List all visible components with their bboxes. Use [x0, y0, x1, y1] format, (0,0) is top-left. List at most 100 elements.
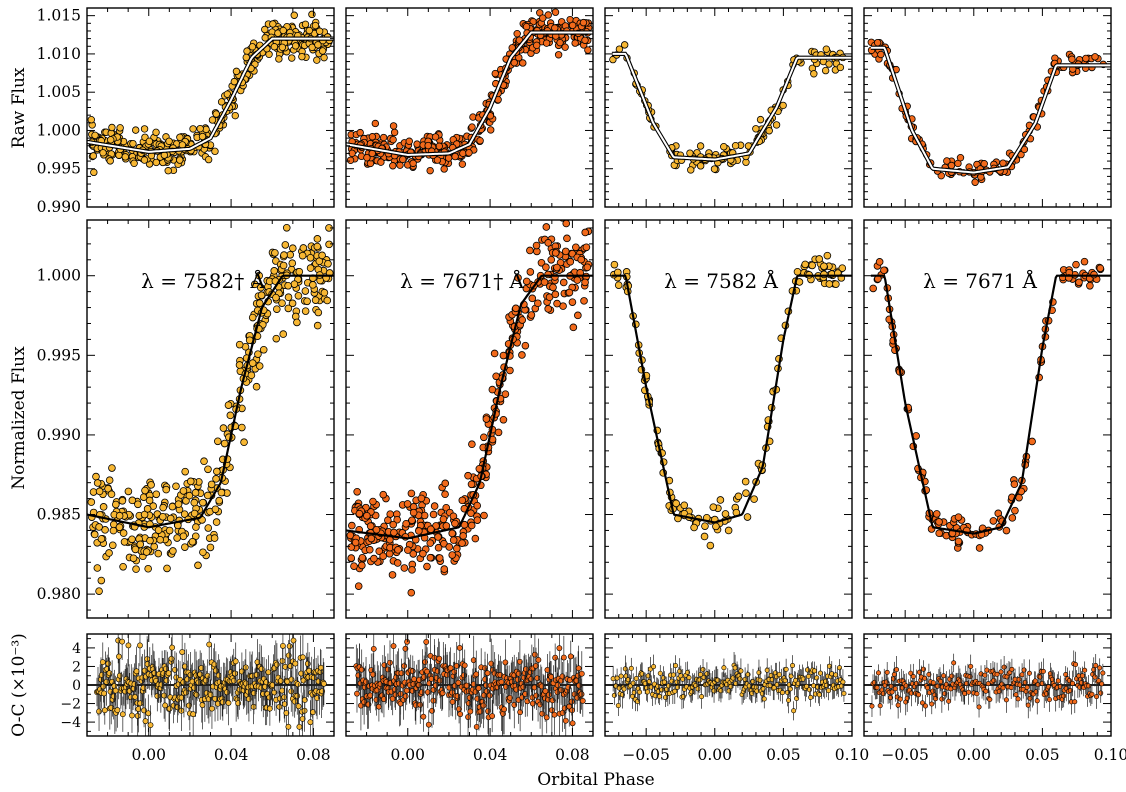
residual-point — [199, 702, 206, 708]
residual-point — [556, 645, 563, 652]
residual-point — [285, 652, 292, 659]
plot-area — [346, 634, 593, 736]
residual-point — [661, 679, 667, 685]
panel-oc-2: 0.00 0.04 0.08 — [345, 633, 594, 764]
data-point — [441, 479, 450, 488]
data-point — [1010, 480, 1019, 489]
data-point — [145, 496, 154, 505]
residual-point — [841, 690, 847, 696]
residual-point — [787, 686, 793, 692]
data-point — [700, 532, 709, 541]
residual-point — [514, 676, 521, 683]
data-point — [569, 323, 578, 332]
data-point — [975, 544, 984, 552]
data-point — [208, 116, 217, 124]
plot-area — [87, 10, 334, 177]
data-point — [370, 554, 378, 563]
data-point — [174, 500, 183, 508]
residual-point — [390, 643, 397, 649]
residual-point — [737, 676, 743, 682]
data-point — [152, 158, 160, 167]
data-point — [261, 25, 269, 34]
data-point — [118, 496, 127, 505]
data-point — [610, 260, 619, 269]
data-point — [272, 293, 280, 302]
data-point — [212, 475, 220, 483]
residual-point — [892, 686, 898, 692]
data-point — [956, 153, 965, 162]
residual-point — [618, 673, 624, 679]
residual-point — [279, 658, 286, 664]
data-point — [354, 582, 363, 590]
data-point — [207, 480, 216, 489]
data-point — [551, 290, 560, 299]
data-point — [407, 588, 416, 597]
data-point — [522, 22, 531, 31]
data-point — [542, 263, 550, 271]
residual-point — [637, 689, 643, 695]
data-point — [108, 541, 117, 550]
residual-point — [704, 671, 710, 677]
residual-point — [645, 689, 651, 695]
residual-point — [826, 688, 832, 694]
model-curve — [346, 274, 593, 540]
residual-point — [453, 663, 460, 669]
residual-point — [884, 669, 890, 675]
data-point — [243, 47, 251, 55]
data-point — [136, 540, 145, 549]
plot-area — [864, 650, 1111, 719]
x-tick-label: 0.00 — [698, 746, 733, 764]
data-point — [542, 223, 551, 231]
data-point — [440, 565, 449, 573]
data-point — [248, 43, 257, 51]
residual-point — [533, 692, 540, 699]
y-tick-label: 0.990 — [37, 198, 81, 216]
data-point — [190, 498, 199, 507]
data-point — [203, 491, 212, 500]
y-tick-label: −4 — [60, 715, 81, 731]
residual-point — [657, 670, 663, 676]
data-point — [320, 288, 329, 297]
data-point — [313, 56, 321, 64]
data-point — [1002, 526, 1011, 535]
data-point — [270, 43, 279, 51]
plot-area — [87, 634, 334, 736]
data-point — [672, 499, 680, 508]
residual-point — [786, 682, 792, 688]
residual-point — [291, 698, 298, 705]
data-point — [119, 562, 127, 571]
residual-point — [288, 676, 295, 683]
residual-point — [761, 696, 767, 702]
panel-oc-1: 0.00 0.04 0.08 −4 −2 0 2 4 — [60, 633, 335, 764]
residual-point — [147, 722, 154, 729]
data-point — [192, 523, 200, 531]
data-point — [90, 530, 99, 539]
residual-point — [742, 676, 748, 682]
residual-point — [101, 690, 107, 697]
data-point — [109, 526, 118, 535]
data-point — [124, 487, 133, 496]
data-point — [254, 350, 262, 358]
data-point — [372, 526, 381, 534]
residual-point — [135, 706, 142, 712]
data-point — [120, 538, 129, 546]
residual-point — [129, 712, 135, 719]
residual-point — [824, 682, 830, 688]
data-point — [97, 535, 106, 543]
data-point — [458, 160, 467, 168]
data-point — [433, 156, 442, 164]
data-point — [752, 125, 760, 133]
y-tick-label: 1.005 — [37, 83, 81, 101]
data-point — [403, 500, 412, 508]
data-point — [808, 261, 817, 270]
data-point — [544, 11, 552, 19]
data-point — [390, 528, 398, 537]
data-point — [164, 167, 172, 175]
data-point — [394, 546, 402, 554]
residual-point — [190, 711, 197, 718]
data-point — [301, 20, 310, 29]
residual-point — [280, 643, 286, 649]
residual-point — [269, 682, 276, 688]
data-point — [441, 490, 449, 498]
data-point — [687, 166, 695, 174]
